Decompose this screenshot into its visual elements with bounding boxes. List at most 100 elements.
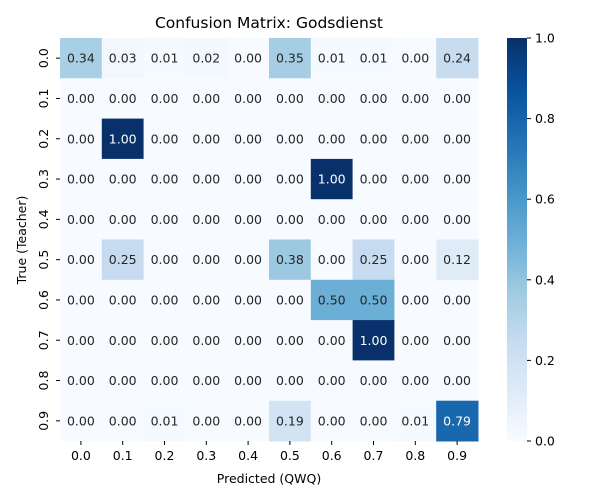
heatmap-cell xyxy=(436,400,479,442)
cell-value-label: 0.00 xyxy=(67,333,95,348)
cell-value-label: 0.00 xyxy=(401,51,429,66)
heatmap-cell xyxy=(185,38,228,79)
cell-value-label: 0.00 xyxy=(67,91,95,106)
heatmap-cell xyxy=(269,118,312,160)
cell-value-label: 0.00 xyxy=(443,373,471,388)
cell-value-label: 0.00 xyxy=(109,91,137,106)
colorbar-tick-label: 0.0 xyxy=(535,434,555,449)
cell-value-label: 0.00 xyxy=(443,212,471,227)
cell-value-label: 0.00 xyxy=(234,333,262,348)
cell-value-label: 0.00 xyxy=(151,292,179,307)
heatmap-cell xyxy=(143,158,186,200)
cell-value-label: 0.12 xyxy=(443,252,471,267)
heatmap-cell xyxy=(227,118,270,160)
heatmap-cell xyxy=(143,78,186,120)
heatmap-cell xyxy=(269,38,312,79)
heatmap-cell xyxy=(101,239,145,281)
heatmap-cell xyxy=(436,158,479,200)
y-tick-label: 0.7 xyxy=(36,330,51,350)
heatmap-cell xyxy=(60,78,103,120)
heatmap-cell xyxy=(352,239,395,281)
heatmap-cell xyxy=(310,158,354,200)
heatmap-cell xyxy=(352,360,395,402)
colorbar-tick-label: 0.2 xyxy=(535,353,555,368)
cell-value-label: 1.00 xyxy=(360,333,388,348)
cell-value-label: 0.00 xyxy=(360,212,388,227)
cell-value-label: 0.00 xyxy=(401,131,429,146)
heatmap-cell xyxy=(436,199,479,240)
cell-value-label: 0.00 xyxy=(401,172,429,187)
heatmap-cell xyxy=(436,279,479,321)
cell-value-label: 0.35 xyxy=(276,51,304,66)
heatmap-cell xyxy=(60,239,103,281)
x-tick-label: 0.6 xyxy=(322,448,342,463)
y-tick-label: 0.1 xyxy=(36,89,51,109)
cell-value-label: 0.00 xyxy=(360,172,388,187)
cell-value-label: 0.00 xyxy=(318,212,346,227)
heatmap-cell xyxy=(227,78,270,120)
heatmap-cell xyxy=(269,320,312,361)
cell-value-label: 0.00 xyxy=(192,91,220,106)
y-tick-label: 0.0 xyxy=(36,48,51,68)
cell-value-label: 0.25 xyxy=(109,252,137,267)
cell-value-label: 0.00 xyxy=(234,91,262,106)
heatmap-cell xyxy=(101,118,145,160)
cell-value-label: 0.00 xyxy=(151,212,179,227)
cell-value-label: 0.00 xyxy=(151,333,179,348)
x-tick-label: 0.5 xyxy=(280,448,300,463)
cell-value-label: 0.00 xyxy=(234,252,262,267)
heatmap-cell xyxy=(394,158,437,200)
cell-value-label: 0.00 xyxy=(192,252,220,267)
heatmap-cell xyxy=(143,360,186,402)
cell-value-label: 0.00 xyxy=(151,172,179,187)
heatmap-cell xyxy=(269,239,312,281)
cell-value-label: 0.00 xyxy=(318,373,346,388)
cell-value-label: 0.00 xyxy=(109,172,137,187)
cell-value-label: 0.00 xyxy=(151,131,179,146)
heatmap-cell xyxy=(185,158,228,200)
cell-value-label: 0.00 xyxy=(234,172,262,187)
cell-value-label: 0.00 xyxy=(360,373,388,388)
cell-value-label: 0.00 xyxy=(401,252,429,267)
cell-value-label: 0.00 xyxy=(276,172,304,187)
heatmap-cell xyxy=(436,320,479,361)
heatmap-cell xyxy=(185,320,228,361)
x-tick-label: 0.8 xyxy=(405,448,425,463)
cell-value-label: 0.01 xyxy=(318,51,346,66)
heatmap-cell xyxy=(394,400,437,442)
heatmap-annotations: 0.34 0.03 0.01 0.02 0.00 0.35 0.01 0.01 0.00 0.24… xyxy=(67,51,471,429)
heatmap-cell xyxy=(60,320,103,361)
cell-value-label: 0.19 xyxy=(276,413,304,428)
y-tick-label: 0.6 xyxy=(36,290,51,310)
cell-value-label: 0.38 xyxy=(276,252,304,267)
heatmap-cell xyxy=(310,38,354,79)
heatmap-cell xyxy=(101,400,145,442)
cell-value-label: 0.34 xyxy=(67,51,95,66)
cell-value-label: 0.00 xyxy=(276,292,304,307)
heatmap-cell xyxy=(143,279,186,321)
heatmap-cell xyxy=(436,38,479,79)
heatmap-cell xyxy=(352,199,395,240)
cell-value-label: 0.01 xyxy=(360,51,388,66)
heatmap-cell xyxy=(310,199,354,240)
heatmap-cell xyxy=(310,279,354,321)
cell-value-label: 0.00 xyxy=(443,333,471,348)
y-tick-label: 0.5 xyxy=(36,250,51,270)
cell-value-label: 0.00 xyxy=(401,292,429,307)
cell-value-label: 0.79 xyxy=(443,413,471,428)
chart-title: Confusion Matrix: Godsdienst xyxy=(155,14,383,32)
heatmap-cell xyxy=(227,279,270,321)
heatmap-cell xyxy=(185,78,228,120)
y-tick-label: 0.9 xyxy=(36,411,51,431)
heatmap-cell xyxy=(143,199,186,240)
cell-value-label: 0.00 xyxy=(360,131,388,146)
cell-value-label: 0.00 xyxy=(276,91,304,106)
cell-value-label: 0.00 xyxy=(318,413,346,428)
cell-value-label: 0.00 xyxy=(234,131,262,146)
cell-value-label: 0.00 xyxy=(443,292,471,307)
cell-value-label: 0.50 xyxy=(318,292,346,307)
heatmap-cell xyxy=(60,38,103,79)
cell-value-label: 0.00 xyxy=(276,333,304,348)
heatmap-cell xyxy=(101,320,145,361)
heatmap-cell xyxy=(143,118,186,160)
